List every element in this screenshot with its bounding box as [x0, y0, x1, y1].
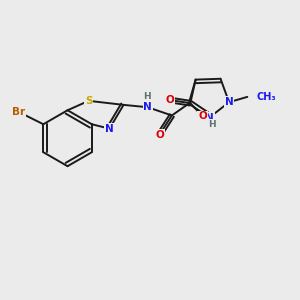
Text: Br: Br	[12, 107, 25, 118]
Text: N: N	[225, 97, 233, 107]
Text: N: N	[143, 102, 152, 112]
Text: CH₃: CH₃	[256, 92, 276, 102]
Text: O: O	[165, 95, 174, 105]
Text: S: S	[85, 96, 92, 106]
Text: N: N	[205, 112, 214, 122]
Text: N: N	[105, 124, 114, 134]
Text: O: O	[155, 130, 164, 140]
Text: O: O	[198, 111, 207, 122]
Text: H: H	[143, 92, 151, 100]
Text: H: H	[208, 120, 216, 129]
